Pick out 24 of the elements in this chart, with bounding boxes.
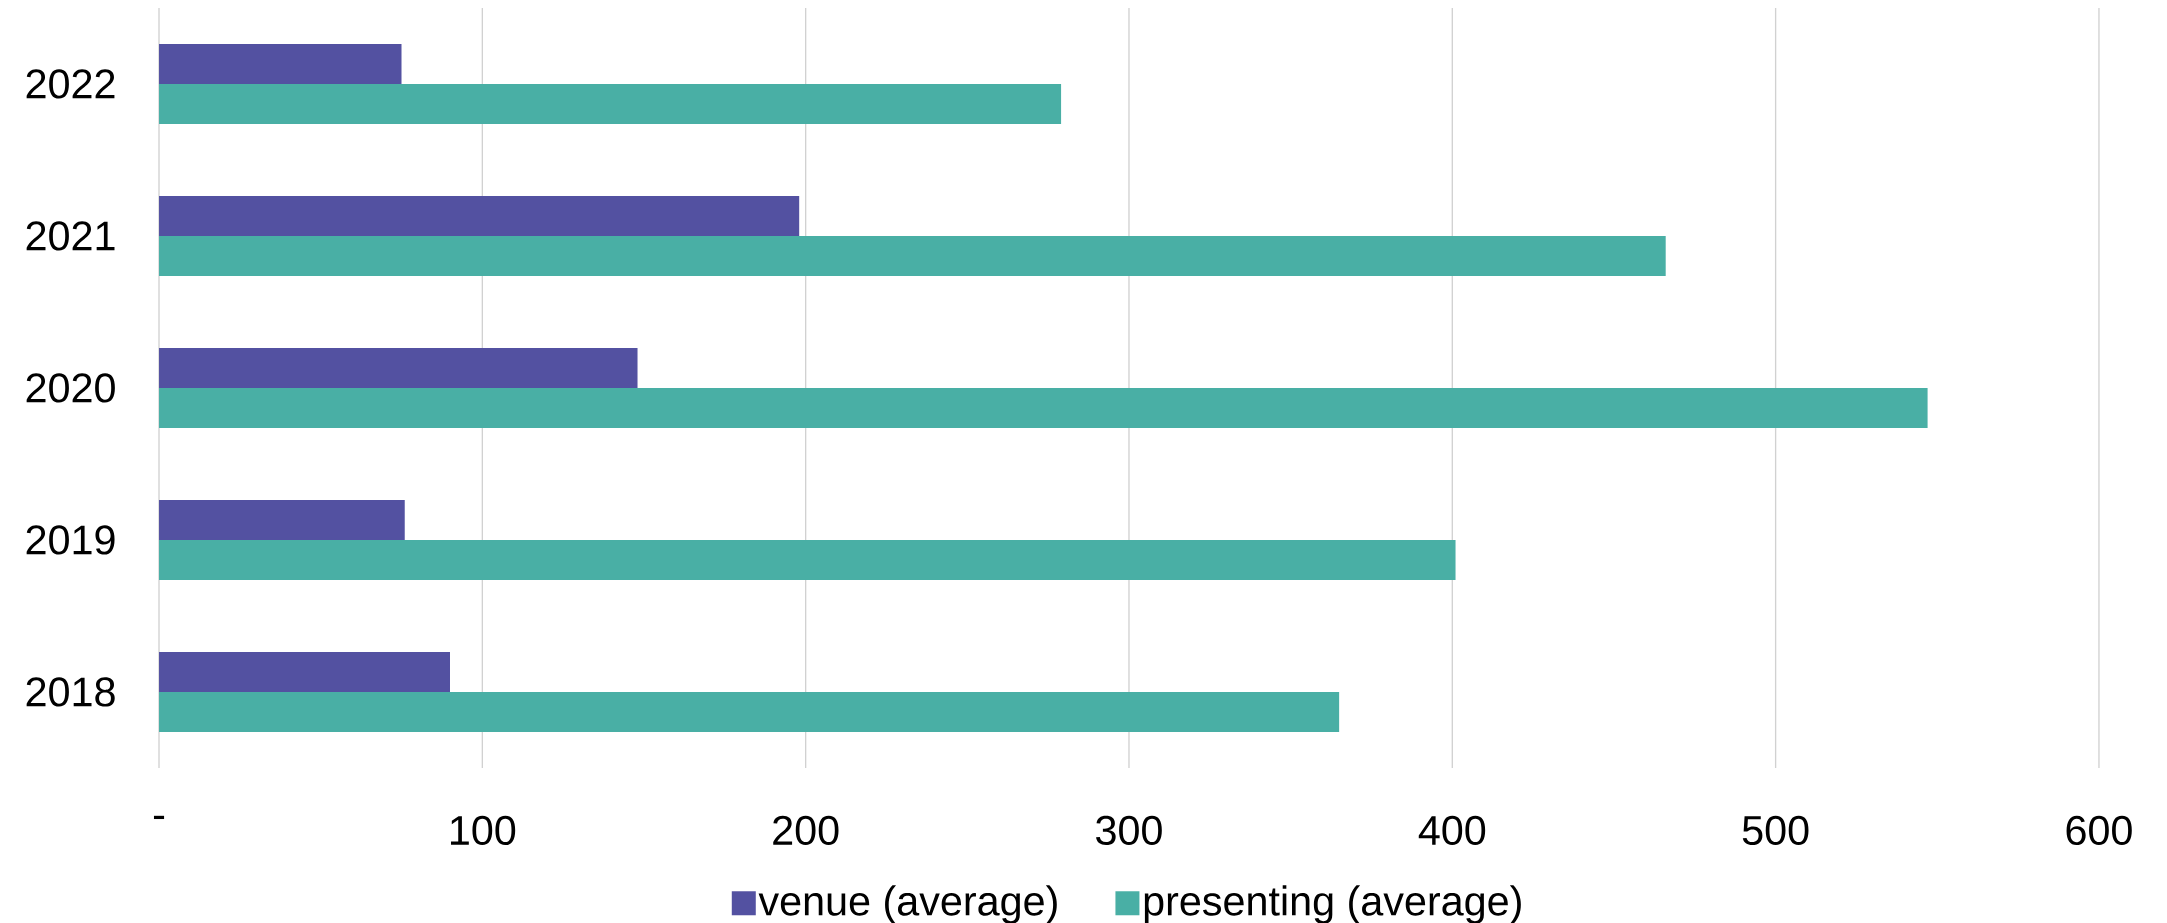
x-tick-label: 300 <box>1096 815 1162 846</box>
x-tick-label: - <box>153 815 165 820</box>
bar <box>159 387 1928 428</box>
bar <box>159 691 1340 732</box>
y-tick-label: 2019 <box>26 525 115 555</box>
bar <box>159 499 405 540</box>
bar <box>159 347 638 388</box>
bar <box>159 83 1062 124</box>
x-tick-label: 500 <box>1742 815 1809 846</box>
y-tick-label: 2022 <box>26 69 115 99</box>
bar <box>159 43 402 84</box>
bar <box>159 235 1666 276</box>
bar <box>159 195 800 236</box>
x-tick-label: 600 <box>2066 815 2132 846</box>
y-tick-label: 2020 <box>26 373 115 403</box>
legend-label: venue (average) <box>758 885 1057 923</box>
y-tick-label: 2018 <box>26 677 115 707</box>
bar <box>159 651 450 692</box>
y-tick-label: 2021 <box>26 221 115 251</box>
x-tick-label: 200 <box>773 815 839 846</box>
x-tick-label: 400 <box>1418 815 1486 846</box>
legend-label: presenting (average) <box>1144 885 1521 923</box>
bar <box>159 539 1456 580</box>
x-tick-label: 100 <box>451 815 516 846</box>
